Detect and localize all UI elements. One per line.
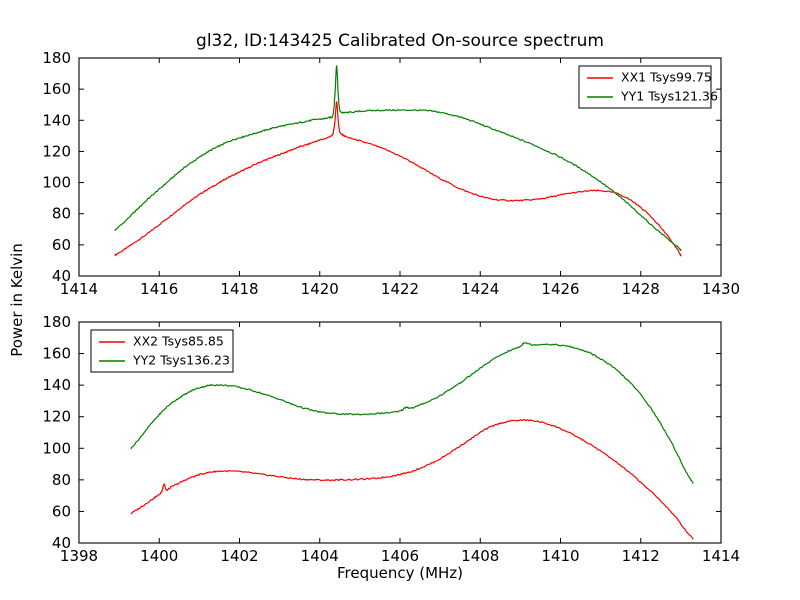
- y-tick-label: 40: [52, 267, 71, 285]
- x-tick-label: 1414: [60, 280, 98, 298]
- x-tick-label: 1406: [381, 547, 419, 565]
- y-tick-label: 160: [42, 345, 71, 363]
- legend-box: [578, 65, 712, 109]
- legend-box: [90, 329, 234, 373]
- y-tick-label: 60: [52, 236, 71, 254]
- y-tick-label: 140: [42, 111, 71, 129]
- series-line-xx1: [114, 101, 682, 257]
- x-tick-label: 1414: [702, 547, 740, 565]
- series-line-xx2: [130, 419, 694, 540]
- x-tick-label: 1404: [301, 547, 339, 565]
- legend-label-yy2: YY2 Tsys136.23: [132, 353, 230, 368]
- page-title: gl32, ID:143425 Calibrated On-source spe…: [196, 31, 604, 51]
- panel-bottom: 1398 1400 1402 1404 1406 1408 1410 1412 1414 40 60…: [42, 313, 740, 565]
- x-tick-label: 1408: [461, 547, 499, 565]
- x-tick-label: 1416: [140, 280, 178, 298]
- y-tick-label: 40: [52, 534, 71, 552]
- x-tick-label: 1410: [541, 547, 579, 565]
- panel-top: 1414 1416 1418 1420 1422 1424 1426 1428 1430 40 60…: [42, 49, 740, 298]
- legend-label-xx1: XX1 Tsys99.75: [621, 70, 712, 85]
- x-tick-label: 1418: [220, 280, 258, 298]
- x-tick-label: 1422: [381, 280, 419, 298]
- x-tick-label: 1412: [622, 547, 660, 565]
- x-tick-label: 1428: [622, 280, 660, 298]
- x-tick-label: 1402: [220, 547, 258, 565]
- y-axis-label: Power in Kelvin: [8, 243, 26, 357]
- y-tick-label: 180: [42, 313, 71, 331]
- x-tick-label: 1430: [702, 280, 740, 298]
- series-line-yy2: [130, 342, 694, 484]
- x-tick-label: 1424: [461, 280, 499, 298]
- y-tick-label: 80: [52, 471, 71, 489]
- y-tick-label: 180: [42, 49, 71, 67]
- x-axis-label: Frequency (MHz): [337, 564, 463, 582]
- x-tick-label: 1426: [541, 280, 579, 298]
- y-tick-label: 120: [42, 408, 71, 426]
- x-tick-label: 1420: [301, 280, 339, 298]
- legend-label-xx2: XX2 Tsys85.85: [133, 334, 224, 349]
- y-tick-label: 140: [42, 376, 71, 394]
- x-tick-label: 1400: [140, 547, 178, 565]
- legend-label-yy1: YY1 Tsys121.36: [620, 89, 718, 104]
- y-tick-label: 160: [42, 80, 71, 98]
- y-tick-label: 100: [42, 174, 71, 192]
- y-tick-label: 80: [52, 205, 71, 223]
- y-tick-label: 120: [42, 142, 71, 160]
- y-tick-label: 60: [52, 502, 71, 520]
- y-tick-label: 100: [42, 439, 71, 457]
- series-line-yy1: [114, 65, 682, 252]
- x-tick-label: 1398: [60, 547, 98, 565]
